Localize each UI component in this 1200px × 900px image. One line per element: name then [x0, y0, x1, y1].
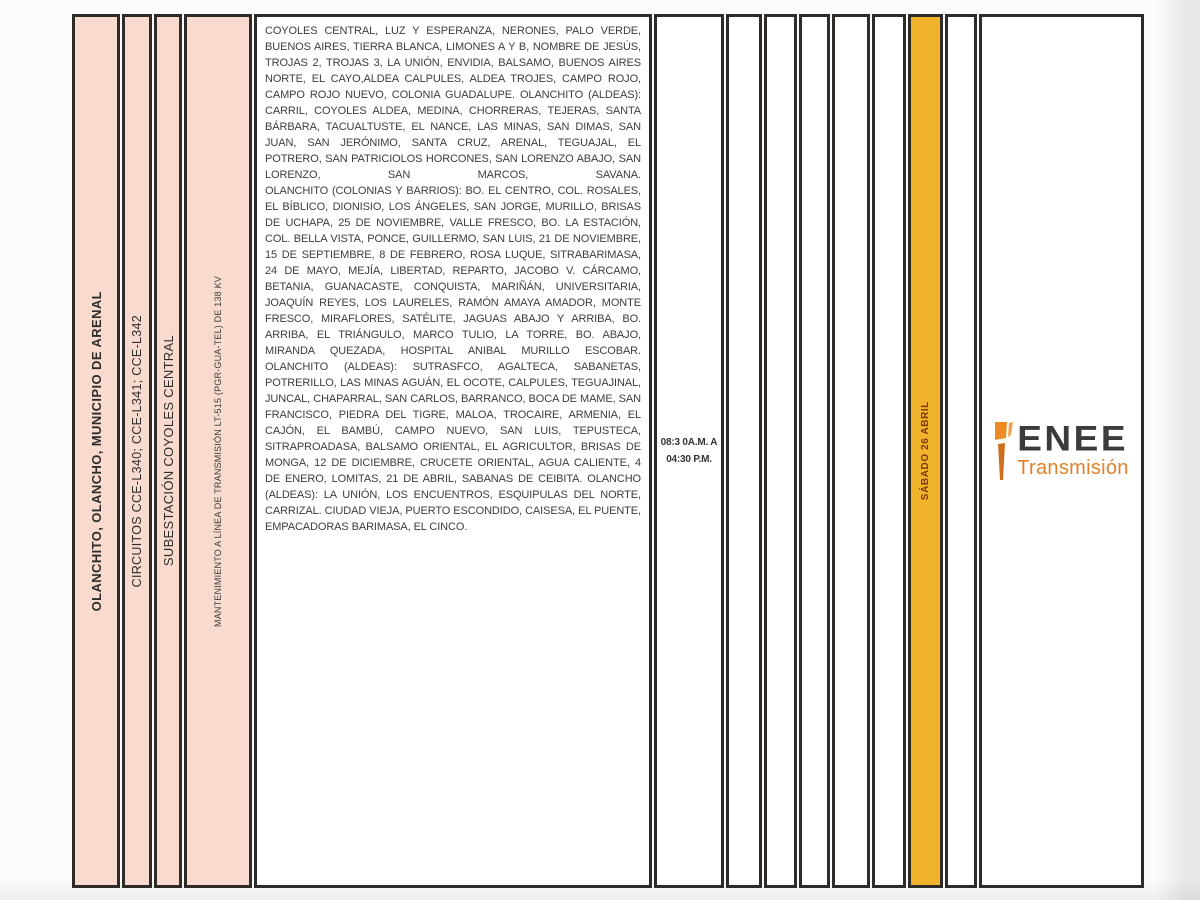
spacer-col-4	[832, 14, 870, 888]
location-label: OLANCHITO, OLANCHO, MUNICIPIO DE ARENAL	[88, 290, 104, 612]
col-outage-date: SÁBADO 26 ABRIL	[908, 14, 943, 888]
col-substation: SUBESTACIÓN COYOLES CENTRAL	[154, 14, 182, 888]
outage-date-label: SÁBADO 26 ABRIL	[920, 401, 931, 501]
col-location: OLANCHITO, OLANCHO, MUNICIPIO DE ARENAL	[72, 14, 120, 888]
spacer-col-2	[764, 14, 797, 888]
enee-logo: ENEE Transmisión	[994, 419, 1129, 480]
enee-flame-icon	[995, 422, 1014, 480]
col-schedule: 08:3 0A.M. A 04:30 P.M.	[654, 14, 724, 888]
spacer-col-5	[872, 14, 906, 888]
circuits-label: CIRCUITOS CCE-L340; CCE-L341; CCE-L342	[130, 314, 144, 588]
col-circuits: CIRCUITOS CCE-L340; CCE-L341; CCE-L342	[122, 14, 152, 888]
spacer-col-3	[799, 14, 830, 888]
col-affected-areas: COYOLES CENTRAL, LUZ Y ESPERANZA, NERONE…	[254, 14, 652, 888]
col-maintenance-work: MANTENIMIENTO A LÍNEA DE TRANSMISIÓN LT-…	[184, 14, 252, 888]
outage-schedule-table: OLANCHITO, OLANCHO, MUNICIPIO DE ARENAL …	[72, 14, 1144, 888]
schedule-time-end: 04:30 P.M.	[666, 454, 712, 465]
col-logo: ENEE Transmisión	[979, 14, 1144, 888]
spacer-col-6	[945, 14, 977, 888]
maintenance-work-label: MANTENIMIENTO A LÍNEA DE TRANSMISIÓN LT-…	[213, 275, 223, 627]
enee-wordmark: ENEE	[1017, 419, 1129, 459]
affected-areas-paragraph-1: COYOLES CENTRAL, LUZ Y ESPERANZA, NERONE…	[265, 25, 641, 181]
spacer-col-1	[726, 14, 762, 888]
enee-subtitle: Transmisión	[1017, 456, 1129, 479]
enee-logo-text: ENEE Transmisión	[1017, 419, 1129, 479]
substation-label: SUBESTACIÓN COYOLES CENTRAL	[160, 335, 176, 567]
affected-areas-paragraph-2: OLANCHITO (COLONIAS Y BARRIOS): BO. EL C…	[265, 185, 641, 533]
schedule-time-start: 08:3 0A.M. A	[660, 437, 718, 448]
